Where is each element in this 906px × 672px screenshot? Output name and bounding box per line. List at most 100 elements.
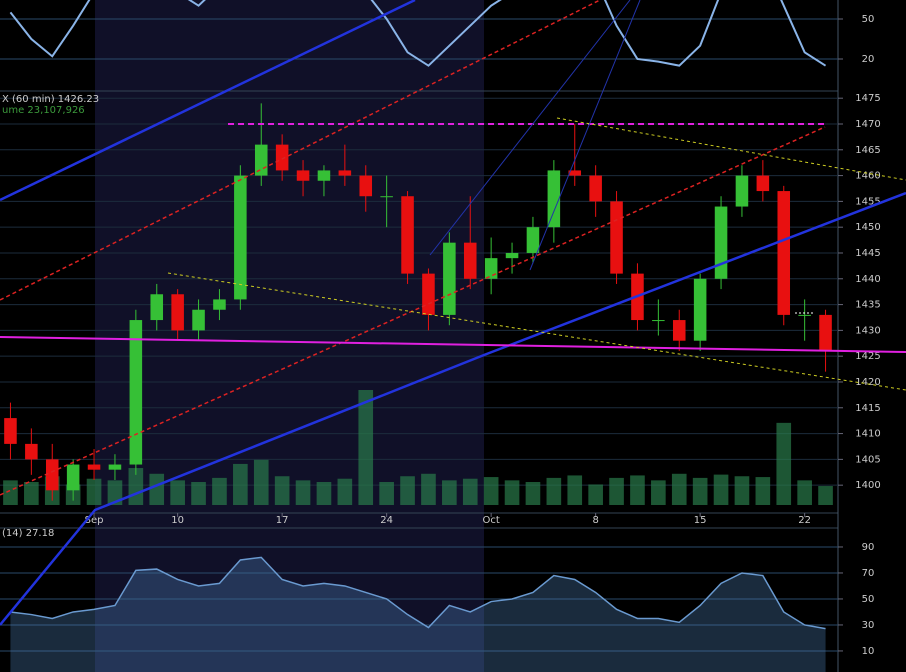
candle-body	[359, 175, 373, 197]
candle-body	[505, 252, 519, 259]
volume-bar	[483, 477, 499, 505]
y-tick-label: 1475	[855, 93, 880, 104]
x-tick-label: 15	[694, 515, 707, 526]
candle-body	[87, 464, 101, 470]
volume-bar	[755, 477, 771, 505]
volume-bar	[295, 480, 311, 505]
y-tick-label: 50	[862, 594, 875, 605]
x-tick-label: Sep	[85, 515, 104, 526]
y-tick-label: 1410	[855, 429, 880, 440]
x-tick-label: 17	[276, 515, 289, 526]
candle-body	[275, 144, 289, 171]
candle-body	[652, 320, 665, 322]
volume-bar	[609, 477, 624, 505]
candle-body	[693, 278, 707, 341]
trend-line	[0, 191, 906, 626]
candle-body	[401, 196, 414, 274]
candle-body	[610, 201, 623, 274]
line	[9, 0, 827, 67]
rsi-label: (14) 27.18	[2, 528, 54, 539]
volume-bar	[462, 478, 478, 505]
y-tick-label: 1415	[855, 403, 880, 414]
volume-bar	[358, 390, 374, 505]
volume-bar	[233, 463, 248, 505]
volume-bar	[86, 478, 102, 505]
candle-body	[422, 273, 435, 315]
candle-body	[756, 175, 770, 192]
volume-bar	[379, 482, 394, 505]
candle-body	[735, 175, 749, 207]
y-tick-label: 20	[862, 54, 875, 65]
trend-line	[167, 272, 906, 391]
volume-bar	[546, 477, 562, 505]
volume-bar	[504, 480, 520, 505]
volume-bar	[671, 473, 687, 505]
candle-body	[526, 227, 540, 253]
candle-body	[317, 170, 331, 181]
candle-body	[150, 294, 164, 321]
x-tick-label: 10	[171, 515, 184, 526]
volume-bar	[713, 474, 729, 505]
volume-bar	[170, 480, 185, 505]
x-tick-label: Oct	[483, 515, 500, 526]
volume-bar	[337, 478, 353, 505]
y-tick-label: 1445	[855, 248, 880, 259]
candle-body	[129, 320, 143, 465]
volume-bar	[567, 475, 583, 505]
y-tick-label: 1400	[855, 480, 880, 491]
candle-body	[819, 314, 832, 352]
volume-bar	[442, 480, 457, 505]
y-tick-label: 1470	[855, 119, 880, 130]
candle-body	[45, 459, 59, 491]
candle-body	[443, 242, 456, 315]
candle-body	[777, 191, 791, 315]
y-tick-label: 1450	[855, 222, 880, 233]
area	[10, 557, 826, 672]
y-tick-label: 1405	[855, 454, 880, 465]
x-tick-label: 24	[380, 515, 393, 526]
candle-body	[25, 443, 38, 460]
y-tick-label: 30	[862, 620, 875, 631]
candle-body	[463, 242, 477, 279]
volume-bar	[588, 484, 603, 505]
volume-bar	[107, 480, 123, 505]
volume-bar	[651, 480, 666, 505]
volume-bar	[525, 482, 541, 505]
candle-body	[547, 170, 561, 228]
volume-bar	[734, 476, 750, 505]
trend-line	[529, 0, 641, 271]
candle-body	[4, 418, 17, 444]
trend-line	[0, 126, 826, 496]
volume-bar	[630, 475, 645, 505]
volume-bar	[191, 482, 206, 505]
volume-bar	[274, 476, 290, 505]
candle-body	[234, 175, 247, 300]
candle-body	[568, 170, 582, 176]
candle-body	[798, 314, 811, 316]
volume-bar	[24, 482, 39, 505]
volume-bar	[421, 473, 436, 505]
volume-bar	[253, 459, 269, 505]
shaded-region	[95, 0, 484, 672]
volume-bar	[400, 476, 415, 505]
y-tick-label: 1465	[855, 145, 880, 156]
candle-body	[171, 294, 184, 331]
x-tick-label: 8	[592, 515, 598, 526]
line	[10, 556, 826, 630]
y-tick-label: 1440	[855, 274, 880, 285]
volume-bar	[212, 477, 227, 505]
candle-body	[296, 170, 310, 181]
volume-bar	[797, 480, 812, 505]
volume-bar	[818, 486, 833, 505]
trend-lines	[0, 0, 906, 626]
volume-bar	[149, 473, 165, 505]
x-tick-label: 22	[798, 515, 811, 526]
volume-bar	[316, 482, 332, 505]
y-tick-label: 10	[862, 646, 875, 657]
candle-body	[589, 175, 602, 202]
trend-line	[556, 117, 906, 181]
y-tick-label: 1455	[855, 196, 880, 207]
candle-body	[714, 206, 728, 279]
candle-body	[338, 170, 352, 176]
